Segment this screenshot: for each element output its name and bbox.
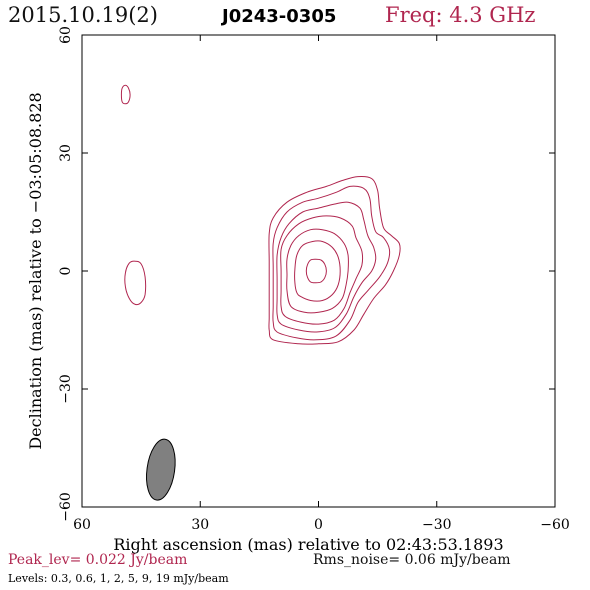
contour-level-0_3 (124, 260, 147, 306)
y-tick-label: −60 (58, 492, 74, 522)
y-axis-title: Declination (mas) relative to −03:05:08.… (26, 92, 45, 449)
contour-level-19 (305, 258, 327, 284)
plot-frame (81, 34, 556, 508)
y-tick-label: 30 (58, 144, 74, 162)
y-tick-label: 60 (58, 26, 74, 44)
contour-level-5 (286, 228, 349, 314)
source-name: J0243-0305 (222, 6, 337, 27)
contour-level-0_3 (120, 84, 131, 105)
x-tick-label: −30 (422, 517, 452, 533)
contour-level-9 (294, 240, 341, 302)
contour-level-1 (276, 201, 377, 333)
x-tick-label: 0 (314, 517, 323, 533)
x-axis-title: Right ascension (mas) relative to 02:43:… (113, 535, 503, 554)
x-tick-label: 60 (73, 517, 91, 533)
beam-ellipse (146, 438, 176, 501)
x-tick-label: 30 (191, 517, 209, 533)
contour-levels: Levels: 0.3, 0.6, 1, 2, 5, 9, 19 mJy/bea… (8, 572, 229, 585)
peak-level: Peak_lev= 0.022 Jy/beam (8, 552, 188, 568)
y-tick-label: 0 (58, 267, 74, 276)
contour-level-2 (280, 215, 364, 325)
rms-noise: Rms_noise= 0.06 mJy/beam (313, 552, 511, 568)
contour-level-0_3 (268, 175, 401, 345)
y-tick-label: −30 (58, 374, 74, 404)
x-tick-label: −60 (540, 517, 570, 533)
frequency-label: Freq: 4.3 GHz (385, 3, 536, 27)
contour-group (120, 84, 401, 501)
observation-date: 2015.10.19(2) (8, 3, 158, 27)
contour-level-0_6 (272, 185, 391, 341)
